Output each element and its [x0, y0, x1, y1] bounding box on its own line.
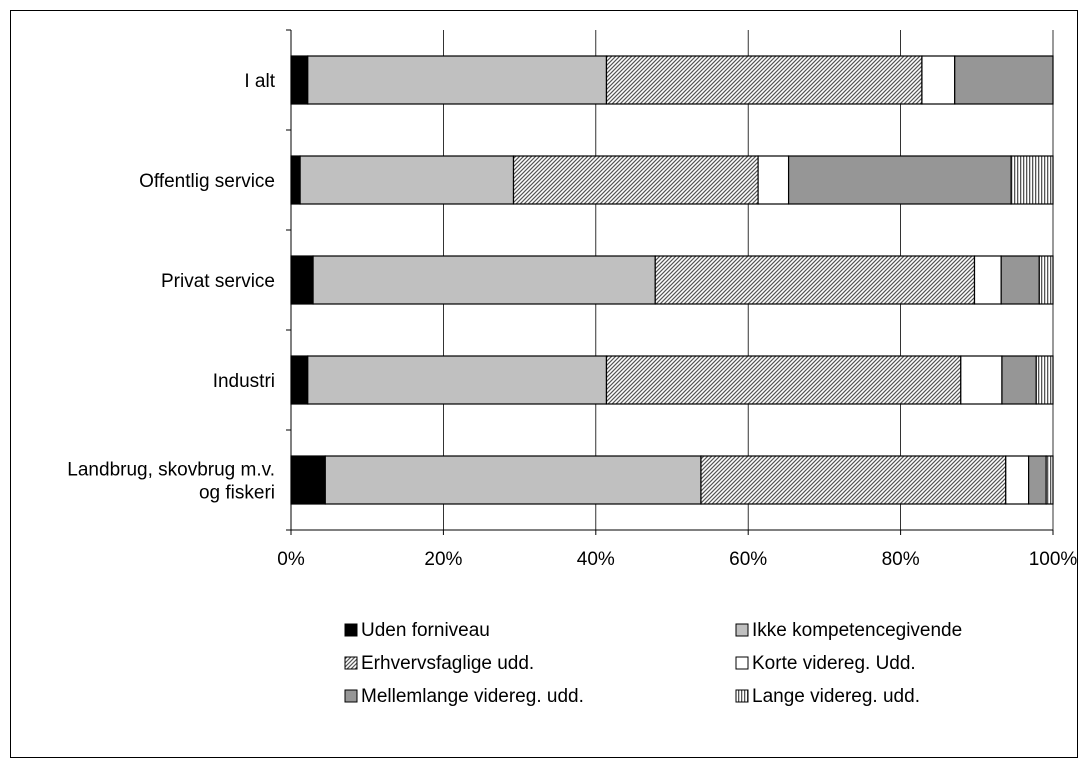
bar-segment: [290, 55, 309, 105]
bar-segment: [757, 155, 790, 205]
bar-segment: [1005, 455, 1030, 505]
bar-segment: [605, 355, 962, 405]
x-tick-label: 0%: [277, 549, 305, 570]
bars-layer: [290, 55, 1054, 505]
x-tick-label: 60%: [729, 549, 767, 570]
legend-label: Ikke kompetencegivende: [752, 620, 962, 641]
bar-segment: [605, 55, 923, 105]
legend-label: Uden forniveau: [361, 620, 490, 641]
bar-segment: [312, 255, 656, 305]
x-tick-label: 100%: [1029, 549, 1078, 570]
bar-segment: [1028, 455, 1047, 505]
bar-segment: [307, 55, 608, 105]
bar-segment: [324, 455, 702, 505]
category-label: Industri: [213, 371, 275, 392]
x-tick-label: 80%: [882, 549, 920, 570]
bar-segment: [1038, 255, 1054, 305]
legend-swatch: [344, 689, 358, 703]
category-label: Offentlig service: [139, 171, 275, 192]
bar-segment: [1045, 455, 1054, 505]
bar-segment: [960, 355, 1003, 405]
bar-segment: [700, 455, 1007, 505]
bar-segment: [290, 255, 314, 305]
legend-swatch: [344, 656, 358, 670]
axis-layer: 0% 20% 40% 60% 80% 100% I alt Offentlig service…: [67, 29, 1078, 570]
bar-segment: [654, 255, 976, 305]
x-tick-label: 20%: [424, 549, 462, 570]
bar-segment: [973, 255, 1002, 305]
bar-segment: [1001, 355, 1037, 405]
legend-swatch: [735, 689, 749, 703]
category-label: Privat service: [161, 271, 275, 292]
bar-segment: [290, 155, 301, 205]
bar-segment: [787, 155, 1012, 205]
bar-segment: [290, 455, 326, 505]
bar-segment: [921, 55, 956, 105]
bar-segment: [1035, 355, 1054, 405]
bar-segment: [290, 355, 309, 405]
bar-segment: [299, 155, 515, 205]
bar-segment: [307, 355, 608, 405]
bar-segment: [954, 55, 1054, 105]
x-tick-label: 40%: [577, 549, 615, 570]
bar-segment: [512, 155, 759, 205]
legend-label: Lange videreg. udd.: [752, 686, 920, 707]
legend: Uden forniveau Ikke kompetencegivende Erhv…: [344, 620, 962, 707]
category-label: Landbrug, skovbrug m.v. og fiskeri: [67, 460, 275, 504]
legend-swatch: [735, 656, 749, 670]
legend-label: Korte videreg. Udd.: [752, 653, 916, 674]
category-label: I alt: [244, 71, 275, 92]
legend-swatch: [735, 623, 749, 637]
legend-swatch: [344, 623, 358, 637]
legend-label: Mellemlange videreg. udd.: [361, 686, 584, 707]
legend-label: Erhvervsfaglige udd.: [361, 653, 534, 674]
bar-segment: [1010, 155, 1054, 205]
bar-segment: [1000, 255, 1040, 305]
